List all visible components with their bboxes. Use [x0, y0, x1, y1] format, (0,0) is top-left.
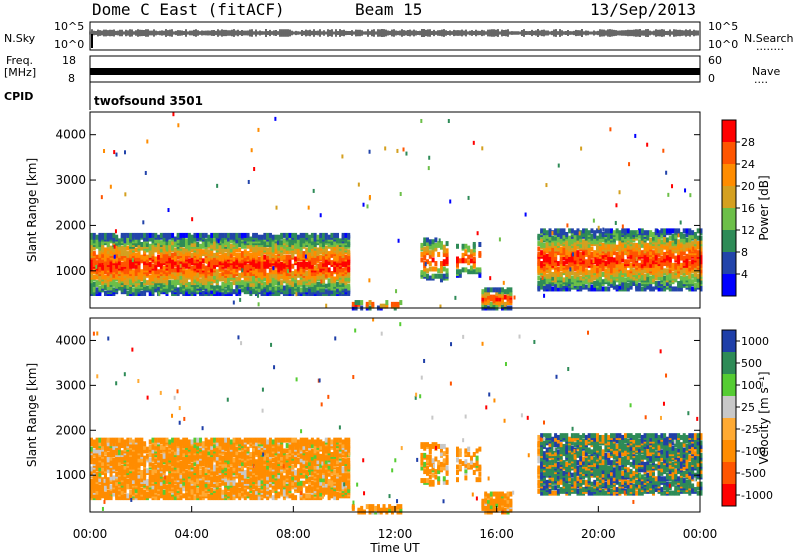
- power-colorbar-swatch: [722, 142, 736, 164]
- power-colorbar: 4 8 12 16 20 24 28 Power [dB]: [721, 119, 771, 297]
- cpid-label: CPID: [4, 90, 34, 103]
- velocity-colorbar-swatch: [722, 440, 736, 462]
- velocity-colorbar-label: Velocity [m s⁻¹]: [757, 371, 771, 464]
- power-colorbar-tick-label: 4: [741, 268, 748, 281]
- xtick-label: 00:00: [683, 527, 718, 541]
- velocity-colorbar-tick-label: -1000: [741, 489, 773, 502]
- velocity-panel: [89, 317, 703, 515]
- power-ytick-label: 4000: [55, 128, 86, 142]
- velocity-colorbar-swatch: [722, 418, 736, 440]
- nave-label: Nave: [752, 65, 781, 78]
- xtick-label: 04:00: [174, 527, 209, 541]
- power-ytick-label: 2000: [55, 218, 86, 232]
- velocity-ytick-label: 4000: [55, 333, 86, 347]
- power-ylabel: Slant Range [km]: [25, 158, 39, 262]
- velocity-colorbar-tick-label: 100: [741, 379, 762, 392]
- velocity-ytick-label: 3000: [55, 378, 86, 392]
- velocity-colorbar-swatch: [722, 374, 736, 396]
- frequency-panel: [89, 55, 701, 83]
- noise-left-bottom: 10^0: [54, 38, 85, 51]
- nsearch-label: N.Search: [744, 32, 794, 45]
- noise-panel: [89, 21, 701, 51]
- velocity-ylabel: Slant Range [km]: [25, 363, 39, 467]
- power-colorbar-tick-label: 28: [741, 136, 755, 149]
- power-panel: [89, 111, 703, 311]
- power-ytick-label: 3000: [55, 173, 86, 187]
- velocity-colorbar-swatch: [722, 484, 736, 506]
- freq-left-top: 18: [62, 54, 76, 67]
- date-label: 13/Sep/2013: [590, 0, 696, 19]
- power-colorbar-swatch: [722, 274, 736, 296]
- xtick-label: 00:00: [73, 527, 108, 541]
- noise-left-top: 10^5: [54, 20, 85, 33]
- nave-dots: ....: [754, 73, 768, 86]
- freq-label-1: Freq.: [6, 54, 34, 67]
- nsearch-dots: ........: [756, 40, 784, 53]
- power-colorbar-swatch: [722, 186, 736, 208]
- xtick-label: 08:00: [276, 527, 311, 541]
- noise-right-bottom: 10^0: [708, 38, 739, 51]
- velocity-ytick-label: 1000: [55, 468, 86, 482]
- power-colorbar-swatch: [722, 252, 736, 274]
- power-colorbar-swatch: [722, 120, 736, 142]
- power-colorbar-label: Power [dB]: [757, 175, 771, 240]
- xtick-label: 12:00: [378, 527, 413, 541]
- power-colorbar-tick-label: 12: [741, 224, 755, 237]
- velocity-colorbar-swatch: [722, 352, 736, 374]
- xlabel: Time UT: [369, 541, 420, 554]
- power-colorbar-swatch: [722, 164, 736, 186]
- velocity-colorbar-tick-label: -500: [741, 467, 766, 480]
- power-colorbar-tick-label: 20: [741, 180, 755, 193]
- xtick-label: 20:00: [581, 527, 616, 541]
- noise-right-top: 10^5: [708, 20, 739, 33]
- velocity-colorbar-swatch: [722, 462, 736, 484]
- power-colorbar-swatch: [722, 230, 736, 252]
- beam-label: Beam 15: [355, 0, 423, 19]
- velocity-ytick-label: 2000: [55, 423, 86, 437]
- velocity-colorbar-tick-label: 25: [741, 401, 755, 414]
- xtick-label: 16:00: [479, 527, 514, 541]
- power-ytick-label: 1000: [55, 264, 86, 278]
- nave-right-bottom: 0: [708, 72, 715, 85]
- velocity-colorbar-tick-label: -100: [741, 445, 766, 458]
- velocity-colorbar-swatch: [722, 330, 736, 352]
- nsky-label: N.Sky: [4, 32, 36, 45]
- freq-label-2: [MHz]: [4, 66, 37, 79]
- power-colorbar-swatch: [722, 208, 736, 230]
- power-colorbar-tick-label: 8: [741, 246, 748, 259]
- velocity-colorbar-tick-label: 1000: [741, 335, 769, 348]
- velocity-colorbar: -1000 -500 -100 -25 25 100 500 1000 Velocity [m …: [721, 329, 773, 507]
- freq-left-bottom: 8: [68, 72, 75, 85]
- power-colorbar-tick-label: 24: [741, 158, 755, 171]
- velocity-colorbar-swatch: [722, 396, 736, 418]
- radar-title: Dome C East (fitACF): [92, 0, 285, 19]
- velocity-colorbar-tick-label: 500: [741, 357, 762, 370]
- axes: 1000 2000 3000 4000 Slant Range [km] 1000 2000…: [25, 82, 717, 554]
- cpid-text: twofsound 3501: [94, 94, 203, 108]
- nave-right-top: 60: [708, 54, 722, 67]
- velocity-colorbar-tick-label: -25: [741, 423, 759, 436]
- power-colorbar-tick-label: 16: [741, 202, 755, 215]
